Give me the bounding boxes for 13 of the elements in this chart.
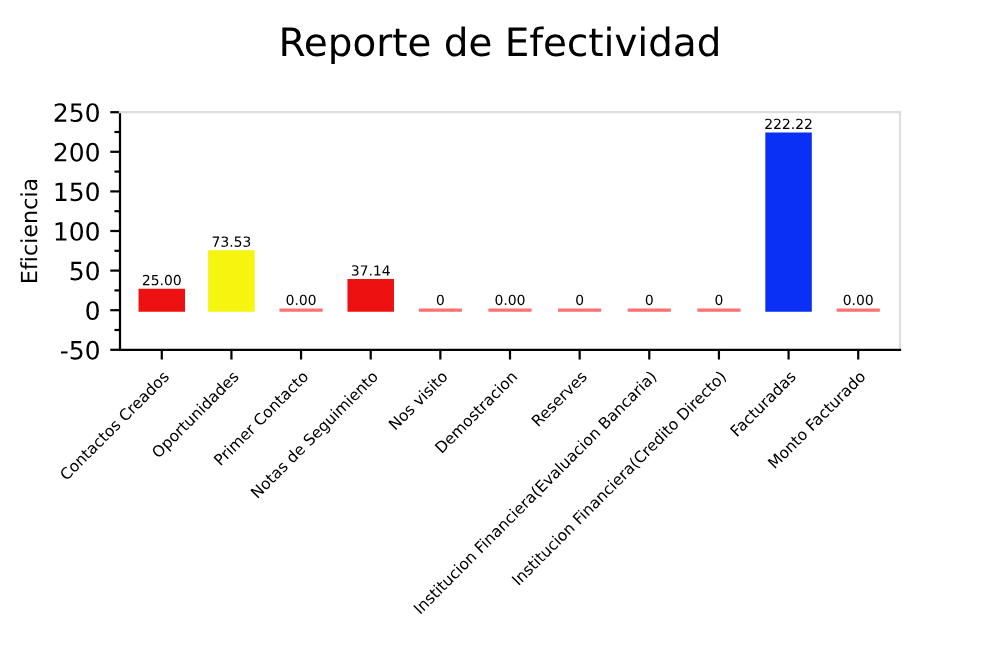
y-axis-title: Eficiencia bbox=[20, 179, 38, 282]
bar bbox=[208, 250, 255, 312]
bar bbox=[765, 132, 812, 312]
y-tick-label: 50 bbox=[70, 261, 99, 281]
y-tick-label: 150 bbox=[55, 182, 99, 202]
y-tick-label: 250 bbox=[54, 103, 99, 123]
bar bbox=[347, 279, 394, 312]
bar bbox=[138, 288, 186, 312]
chart-title: Reporte de Efectividad bbox=[282, 26, 718, 65]
y-tick-label: 0 bbox=[86, 301, 99, 321]
y-tick-label: 200 bbox=[54, 142, 99, 162]
y-tick-label: -50 bbox=[60, 340, 99, 360]
y-tick-label: 100 bbox=[55, 221, 99, 241]
